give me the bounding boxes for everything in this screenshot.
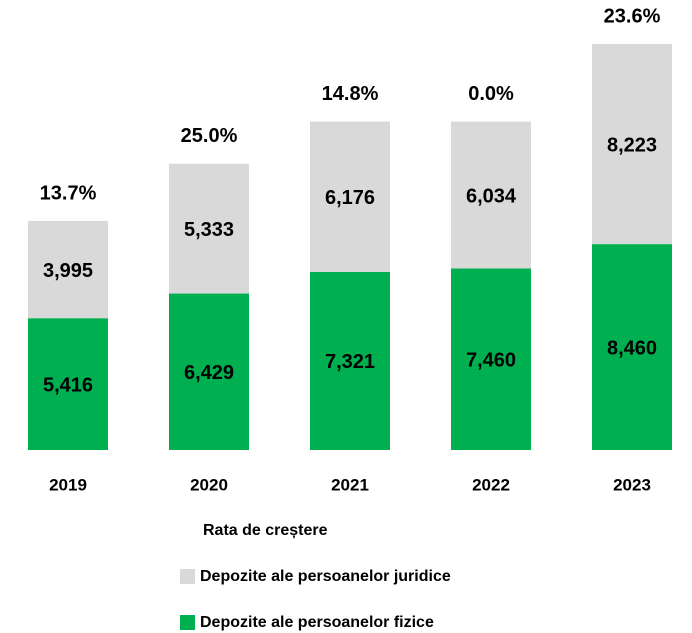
data-label: 6,034 xyxy=(466,185,517,207)
x-tick-label: 2020 xyxy=(190,475,228,494)
data-label: 8,223 xyxy=(607,134,657,156)
bar-segment xyxy=(451,121,531,269)
x-tick-label: 2022 xyxy=(472,475,510,494)
data-label: 7,321 xyxy=(325,351,375,373)
data-label: 6,429 xyxy=(184,362,234,384)
legend-swatch xyxy=(180,615,195,630)
growth-label: 25.0% xyxy=(181,125,238,147)
data-label: 3,995 xyxy=(43,260,93,282)
x-tick-label: 2021 xyxy=(331,475,369,494)
bar-segment xyxy=(28,318,108,450)
growth-label: 14.8% xyxy=(322,83,379,105)
growth-label: 0.0% xyxy=(468,83,514,105)
bar-segment xyxy=(28,220,108,319)
legend-label: Rata de creștere xyxy=(203,522,328,539)
legend-label: Depozite ale persoanelor fizice xyxy=(200,614,434,631)
bar-segment xyxy=(169,163,249,294)
data-label: 5,416 xyxy=(43,374,93,396)
growth-label: 23.6% xyxy=(604,5,661,27)
data-label: 5,333 xyxy=(184,219,234,241)
bar-segment xyxy=(592,44,672,245)
x-tick-label: 2023 xyxy=(613,475,651,494)
bar-segment xyxy=(310,271,390,450)
data-label: 6,176 xyxy=(325,187,375,209)
growth-label: 13.7% xyxy=(40,182,97,204)
bar-segment xyxy=(169,293,249,450)
legend-swatch xyxy=(180,569,195,584)
legend-label: Depozite ale persoanelor juridice xyxy=(200,568,451,585)
bar-segment xyxy=(592,244,672,450)
x-tick-label: 2019 xyxy=(49,475,87,494)
data-label: 7,460 xyxy=(466,350,516,372)
bar-segment xyxy=(451,268,531,450)
bar-segment xyxy=(310,121,390,272)
data-label: 8,460 xyxy=(607,337,657,359)
